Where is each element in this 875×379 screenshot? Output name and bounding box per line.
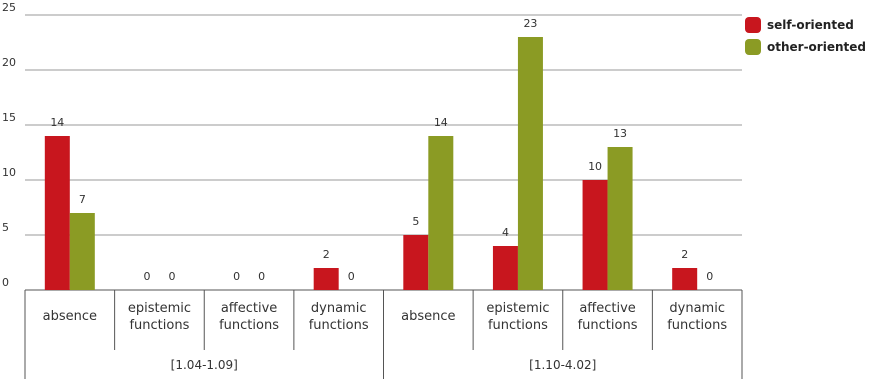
bar-other-oriented: [607, 147, 633, 290]
data-label: 0: [258, 270, 265, 283]
bar-other-oriented: [69, 213, 95, 290]
x-tick-label: epistemic functions: [128, 301, 191, 333]
data-label: 0: [143, 270, 150, 283]
data-label: 5: [412, 215, 419, 228]
legend-swatch-other-oriented: [745, 39, 761, 55]
data-label: 7: [79, 193, 86, 206]
y-tick-label: 15: [2, 111, 16, 124]
data-label: 2: [323, 248, 330, 261]
x-tick-label: affective functions: [219, 301, 279, 333]
group-label: [1.10-4.02]: [529, 358, 596, 372]
x-tick-label: affective functions: [578, 301, 638, 333]
x-tick-label: absence: [401, 309, 455, 324]
x-tick-label: dynamic functions: [667, 301, 727, 333]
x-tick-label: dynamic functions: [309, 301, 369, 333]
group-label: [1.04-1.09]: [171, 358, 238, 372]
x-tick-label: epistemic functions: [486, 301, 549, 333]
data-label: 14: [434, 116, 448, 129]
bar-self-oriented: [403, 235, 429, 290]
y-tick-label: 0: [2, 276, 9, 289]
bar-other-oriented: [517, 37, 543, 290]
legend-label-self-oriented: self-oriented: [767, 18, 854, 32]
legend-item-self-oriented: self-oriented: [745, 14, 866, 36]
data-label: 0: [168, 270, 175, 283]
x-tick-label: absence: [43, 309, 97, 324]
bar-self-oriented: [672, 268, 698, 290]
data-label: 13: [613, 127, 627, 140]
y-tick-label: 5: [2, 221, 9, 234]
data-label: 0: [233, 270, 240, 283]
data-label: 0: [706, 270, 713, 283]
bar-self-oriented: [313, 268, 339, 290]
legend-item-other-oriented: other-oriented: [745, 36, 866, 58]
data-label: 10: [588, 160, 602, 173]
data-label: 2: [681, 248, 688, 261]
bar-self-oriented: [582, 180, 608, 290]
y-tick-label: 20: [2, 56, 16, 69]
legend-swatch-self-oriented: [745, 17, 761, 33]
data-label: 14: [50, 116, 64, 129]
legend: self-oriented other-oriented: [745, 14, 866, 58]
bar-self-oriented: [492, 246, 518, 290]
data-label: 0: [348, 270, 355, 283]
data-label: 4: [502, 226, 509, 239]
bar-self-oriented: [44, 136, 70, 290]
data-label: 23: [523, 17, 537, 30]
y-tick-label: 10: [2, 166, 16, 179]
legend-label-other-oriented: other-oriented: [767, 40, 866, 54]
y-tick-label: 25: [2, 1, 16, 14]
bar-other-oriented: [428, 136, 454, 290]
